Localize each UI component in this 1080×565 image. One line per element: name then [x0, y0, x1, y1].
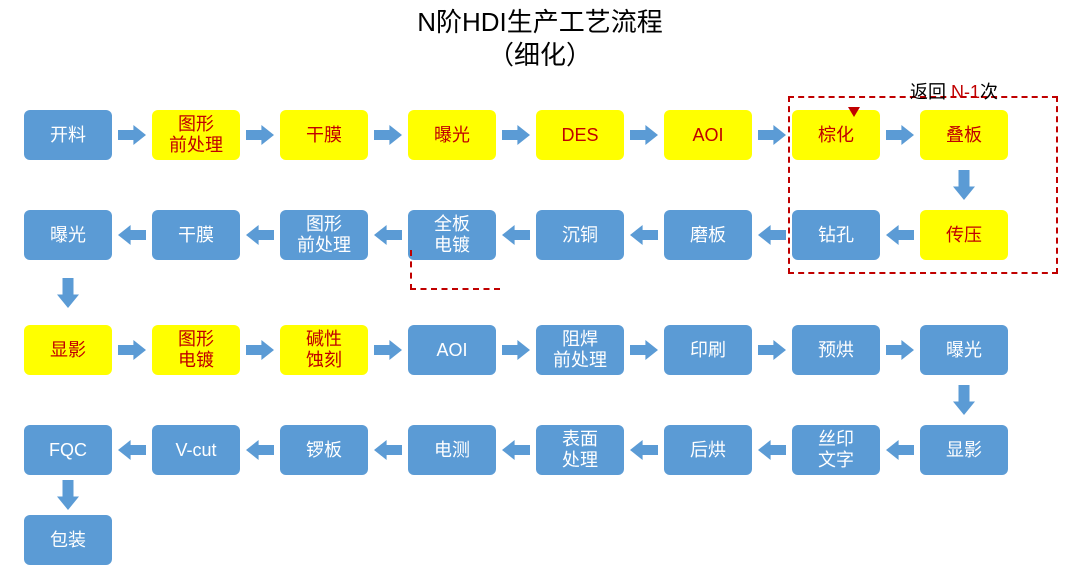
arrow-h — [374, 225, 402, 250]
arrow-h — [630, 225, 658, 250]
arrow-h — [374, 440, 402, 465]
node-n3: 干膜 — [280, 110, 368, 160]
arrow-h — [502, 225, 530, 250]
node-n14: 图形 前处理 — [280, 210, 368, 260]
arrow-h — [630, 440, 658, 465]
node-n12: 沉铜 — [536, 210, 624, 260]
arrow-h — [886, 440, 914, 465]
node-n22: 印刷 — [664, 325, 752, 375]
dashed-loop-0 — [410, 250, 500, 290]
node-n23: 预烘 — [792, 325, 880, 375]
node-n25: 显影 — [920, 425, 1008, 475]
flowchart-canvas: 开料图形 前处理干膜曝光DESAOI棕化叠板传压钻孔磨板沉铜全板 电镀图形 前处… — [0, 0, 1080, 562]
arrow-h — [246, 225, 274, 250]
node-n21: 阻焊 前处理 — [536, 325, 624, 375]
dashed-loop-1 — [788, 96, 1058, 274]
node-n1: 开料 — [24, 110, 112, 160]
arrow-v — [953, 385, 975, 420]
node-n11: 磨板 — [664, 210, 752, 260]
node-n18: 图形 电镀 — [152, 325, 240, 375]
arrow-h — [118, 440, 146, 465]
node-n16: 曝光 — [24, 210, 112, 260]
arrow-h — [630, 125, 658, 150]
arrow-h — [246, 440, 274, 465]
node-n5: DES — [536, 110, 624, 160]
return-label: 返回 N-1次 — [910, 78, 998, 104]
arrow-h — [758, 125, 786, 150]
node-n31: V-cut — [152, 425, 240, 475]
node-n17: 显影 — [24, 325, 112, 375]
node-n19: 碱性 蚀刻 — [280, 325, 368, 375]
node-n32: FQC — [24, 425, 112, 475]
return-arrowhead — [848, 104, 860, 122]
arrow-v — [57, 278, 79, 313]
node-n26: 丝印 文字 — [792, 425, 880, 475]
node-n33: 包装 — [24, 515, 112, 565]
arrow-h — [118, 125, 146, 150]
arrow-h — [758, 440, 786, 465]
node-n15: 干膜 — [152, 210, 240, 260]
arrow-h — [118, 225, 146, 250]
node-n20: AOI — [408, 325, 496, 375]
arrow-h — [374, 340, 402, 365]
arrow-h — [886, 340, 914, 365]
arrow-h — [630, 340, 658, 365]
arrow-h — [502, 340, 530, 365]
node-n29: 电测 — [408, 425, 496, 475]
arrow-h — [502, 440, 530, 465]
node-n2: 图形 前处理 — [152, 110, 240, 160]
arrow-v — [57, 480, 79, 515]
node-n24: 曝光 — [920, 325, 1008, 375]
node-n4: 曝光 — [408, 110, 496, 160]
arrow-h — [118, 340, 146, 365]
node-n6: AOI — [664, 110, 752, 160]
node-n28: 表面 处理 — [536, 425, 624, 475]
arrow-h — [246, 340, 274, 365]
arrow-h — [502, 125, 530, 150]
arrow-h — [246, 125, 274, 150]
arrow-h — [374, 125, 402, 150]
node-n27: 后烘 — [664, 425, 752, 475]
arrow-h — [758, 340, 786, 365]
node-n30: 锣板 — [280, 425, 368, 475]
arrow-h — [758, 225, 786, 250]
